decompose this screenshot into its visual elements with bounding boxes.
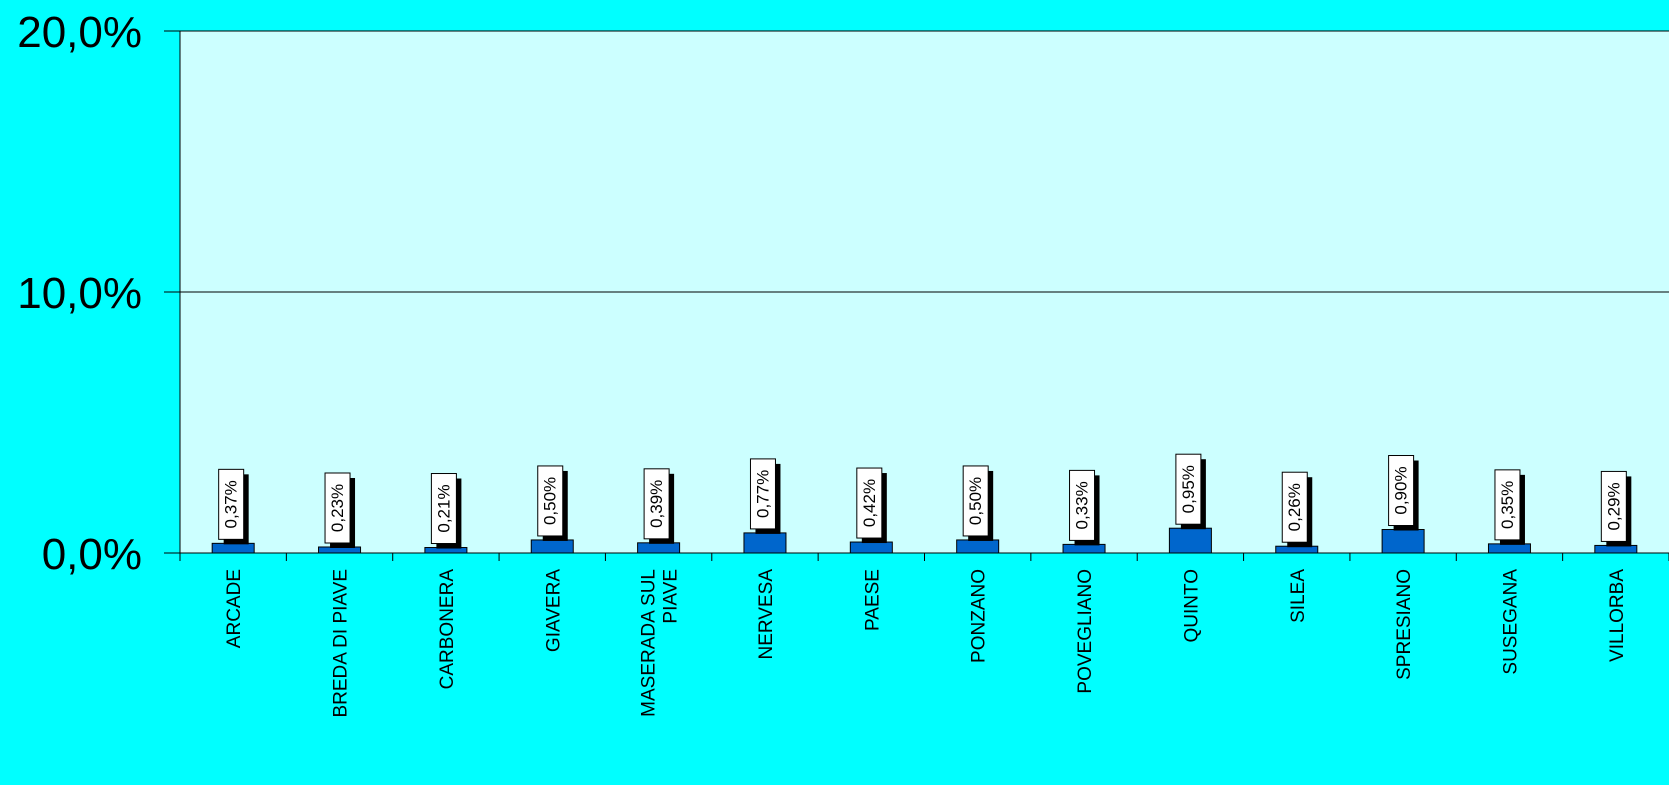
data-label: 0,42%: [856, 467, 887, 544]
data-label: 0,95%: [1175, 453, 1206, 530]
x-category-label: SUSEGANA: [1500, 569, 1521, 675]
bar: [956, 539, 1000, 554]
x-category-label: BREDA DI PIAVE: [331, 569, 352, 718]
x-category-label: CARBONERA: [437, 569, 458, 690]
bar: [1168, 527, 1212, 554]
data-label: 0,77%: [749, 458, 781, 534]
x-category-label-line: PONZANO: [969, 569, 990, 663]
x-category-label-line: POVEGLIANO: [1075, 569, 1096, 694]
y-tick-label: 20,0%: [17, 8, 142, 57]
data-label-box: [643, 468, 670, 540]
data-label: 0,33%: [1069, 469, 1100, 546]
data-label: 0,21%: [430, 473, 462, 549]
bar: [1275, 545, 1319, 554]
data-label-text: 0,90%: [1392, 466, 1411, 514]
x-category-labels: ARCADE BREDA DI PIAVE CARBONERA GIAVERA MASE…: [224, 569, 1628, 718]
x-category-label-line: SUSEGANA: [1500, 569, 1521, 675]
bar: [1381, 529, 1425, 554]
data-label-box: [1600, 470, 1627, 542]
x-category-label-line: MASERADA SUL: [639, 569, 660, 717]
data-label-box: [749, 458, 776, 530]
data-label-text: 0,42%: [860, 479, 879, 527]
x-category-label: PONZANO: [969, 569, 990, 663]
x-category-label: MASERADA SUL PIAVE: [639, 569, 682, 717]
data-label-text: 0,50%: [541, 477, 560, 525]
data-label-box: [537, 465, 564, 537]
data-label-box: [1069, 469, 1096, 541]
data-label: 0,37%: [218, 468, 249, 545]
x-category-label-line: QUINTO: [1181, 569, 1202, 643]
bar: [530, 539, 574, 554]
x-category-label-line: GIAVERA: [543, 569, 564, 652]
x-category-label: PAESE: [862, 569, 883, 631]
bar: [743, 532, 787, 554]
x-category-label: VILLORBA: [1607, 569, 1628, 662]
x-category-label: SILEA: [1288, 569, 1309, 623]
data-label-text: 0,39%: [647, 480, 666, 528]
x-category-label-line: ARCADE: [224, 569, 245, 648]
x-category-label-line: BREDA DI PIAVE: [331, 569, 352, 718]
data-label-text: 0,23%: [328, 484, 347, 532]
y-tick-labels: 0,0% 10,0% 20,0%: [17, 8, 142, 579]
data-label: 0,29%: [1600, 470, 1632, 547]
x-category-label: ARCADE: [224, 569, 245, 648]
data-label: 0,26%: [1281, 471, 1313, 548]
bar: [211, 542, 255, 554]
data-label-text: 0,29%: [1604, 482, 1623, 530]
bar: [1487, 543, 1531, 554]
x-category-label-line: SPRESIANO: [1394, 569, 1415, 680]
x-category-label-line: CARBONERA: [437, 569, 458, 690]
x-category-label: NERVESA: [756, 569, 777, 660]
data-label-box: [962, 465, 989, 537]
data-label: 0,50%: [537, 465, 568, 541]
x-category-label-line: VILLORBA: [1607, 569, 1628, 662]
data-label-box: [1175, 453, 1202, 525]
data-label: 0,90%: [1388, 455, 1419, 531]
x-category-label: POVEGLIANO: [1075, 569, 1096, 694]
bar: [1594, 544, 1638, 554]
y-tick-label: 0,0%: [42, 530, 142, 579]
data-label: 0,39%: [643, 468, 675, 544]
data-label-box: [430, 473, 457, 545]
data-label-text: 0,77%: [753, 470, 772, 518]
x-category-label-line: NERVESA: [756, 569, 777, 660]
axes: [179, 31, 1669, 561]
data-label-text: 0,26%: [1285, 483, 1304, 531]
bar: [1062, 543, 1106, 554]
data-label-text: 0,33%: [1073, 481, 1092, 529]
data-label-text: 0,35%: [1498, 481, 1517, 529]
data-label: 0,35%: [1494, 469, 1525, 545]
data-labels: 0,37% 0,23% 0,21% 0,50% 0,39% 0,77% 0,42% 0,50%…: [218, 453, 1632, 549]
data-label: 0,50%: [962, 465, 994, 541]
x-category-label-line: PAESE: [862, 569, 883, 631]
bar: [637, 542, 681, 554]
data-label-text: 0,37%: [222, 480, 241, 528]
data-label-text: 0,21%: [434, 484, 453, 532]
x-category-label: QUINTO: [1181, 569, 1202, 643]
data-label-text: 0,95%: [1179, 465, 1198, 513]
x-category-label-line: PIAVE: [661, 569, 682, 624]
data-label: 0,23%: [324, 472, 356, 548]
x-category-label-line: SILEA: [1288, 569, 1309, 623]
data-label-box: [1494, 469, 1521, 541]
y-tick-label: 10,0%: [17, 269, 142, 318]
bar: [849, 541, 893, 554]
data-label-box: [218, 468, 245, 540]
data-label-box: [1388, 455, 1415, 527]
data-label-text: 0,50%: [966, 477, 985, 525]
data-label-box: [856, 467, 883, 539]
x-category-label: GIAVERA: [543, 569, 564, 652]
x-category-label: SPRESIANO: [1394, 569, 1415, 680]
data-label-box: [1281, 471, 1308, 543]
data-label-box: [324, 472, 351, 544]
